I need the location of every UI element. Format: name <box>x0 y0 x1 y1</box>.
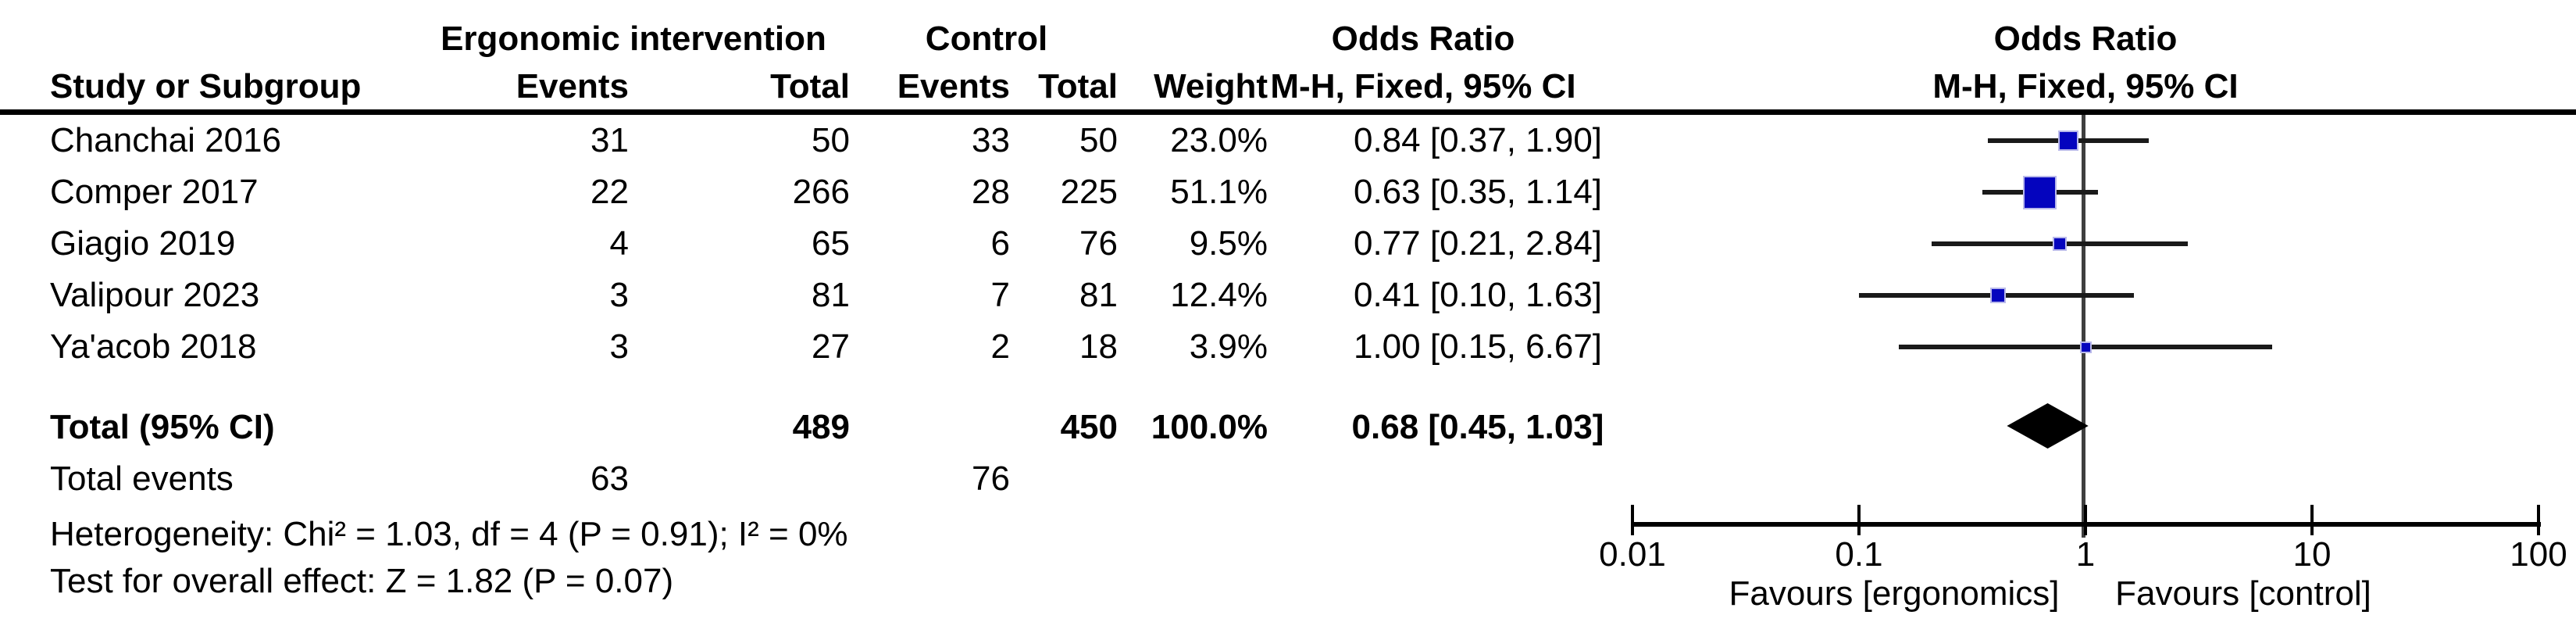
events2-cell: 6 <box>990 224 1010 263</box>
study-name: Ya'acob 2018 <box>50 327 257 366</box>
col-events2-header: Events <box>897 67 1010 105</box>
col-weight-header: Weight <box>1154 67 1268 105</box>
col-total2-header: Total <box>1038 67 1118 105</box>
total1-cell: 81 <box>812 276 850 314</box>
events1-cell: 3 <box>609 327 629 366</box>
study-name: Chanchai 2016 <box>50 121 282 159</box>
total2-cell: 81 <box>1079 276 1118 314</box>
total-events2: 76 <box>972 459 1010 498</box>
col-ci-header: M-H, Fixed, 95% CI <box>1270 67 1576 105</box>
weight-cell: 9.5% <box>1189 224 1268 263</box>
total2-sum: 450 <box>1060 408 1118 446</box>
axis-tick <box>2537 505 2540 535</box>
events1-cell: 31 <box>590 121 629 159</box>
weight-cell: 12.4% <box>1170 276 1268 314</box>
events2-cell: 33 <box>972 121 1010 159</box>
axis-tick <box>2310 505 2314 535</box>
axis-tick-label: 10 <box>2292 535 2332 574</box>
group2-header: Control <box>925 20 1048 58</box>
total-ci: 0.68 [0.45, 1.03] <box>1351 408 1604 446</box>
ci-cell: 1.00 [0.15, 6.67] <box>1353 327 1603 366</box>
total2-cell: 18 <box>1079 327 1118 366</box>
total1-cell: 266 <box>792 173 850 211</box>
group1-header: Ergonomic intervention <box>441 20 826 58</box>
weight-square <box>2060 132 2078 149</box>
weight-cell: 23.0% <box>1170 121 1268 159</box>
summary-diamond <box>2007 403 2089 449</box>
study-name: Valipour 2023 <box>50 276 260 314</box>
total2-cell: 50 <box>1079 121 1118 159</box>
total-events-label: Total events <box>50 459 234 498</box>
favours-right-label: Favours [control] <box>2115 574 2371 613</box>
ci-cell: 0.63 [0.35, 1.14] <box>1353 173 1603 211</box>
col-ci-plot-header: M-H, Fixed, 95% CI <box>1932 67 2239 105</box>
events2-cell: 28 <box>972 173 1010 211</box>
total-events1: 63 <box>590 459 629 498</box>
favours-left-label: Favours [ergonomics] <box>1729 574 2060 613</box>
ci-cell: 0.84 [0.37, 1.90] <box>1353 121 1603 159</box>
weight-square <box>1991 289 2004 302</box>
axis-tick <box>2084 505 2087 535</box>
axis-tick <box>1631 505 1634 535</box>
axis-tick-label: 100 <box>2510 535 2567 574</box>
axis-tick-label: 0.1 <box>1835 535 1883 574</box>
axis-tick <box>1857 505 1861 535</box>
axis-tick-label: 0.01 <box>1599 535 1666 574</box>
weight-cell: 3.9% <box>1189 327 1268 366</box>
events1-cell: 22 <box>590 173 629 211</box>
total1-sum: 489 <box>792 408 850 446</box>
weight-sum: 100.0% <box>1151 408 1268 446</box>
ci-cell: 0.41 [0.10, 1.63] <box>1353 276 1603 314</box>
col-events1-header: Events <box>516 67 629 105</box>
total2-cell: 225 <box>1060 173 1118 211</box>
weight-square <box>2025 177 2056 208</box>
total-row-label: Total (95% CI) <box>50 408 275 446</box>
events1-cell: 4 <box>609 224 629 263</box>
col-total1-header: Total <box>770 67 850 105</box>
total2-cell: 76 <box>1079 224 1118 263</box>
col-study-header: Study or Subgroup <box>50 67 362 105</box>
overall-effect-text: Test for overall effect: Z = 1.82 (P = 0… <box>50 562 674 600</box>
axis-tick-label: 1 <box>2075 535 2096 574</box>
weight-square <box>2054 238 2066 249</box>
weight-square <box>2081 342 2090 352</box>
odds-ratio-plot-header: Odds Ratio <box>1993 20 2178 58</box>
weight-cell: 51.1% <box>1170 173 1268 211</box>
heterogeneity-text: Heterogeneity: Chi² = 1.03, df = 4 (P = … <box>50 515 848 553</box>
header-rule <box>0 109 2576 115</box>
total1-cell: 50 <box>812 121 850 159</box>
study-name: Giagio 2019 <box>50 224 236 263</box>
total1-cell: 27 <box>812 327 850 366</box>
events1-cell: 3 <box>609 276 629 314</box>
ci-cell: 0.77 [0.21, 2.84] <box>1353 224 1603 263</box>
null-effect-line <box>2082 115 2085 538</box>
study-name: Comper 2017 <box>50 173 259 211</box>
odds-ratio-header: Odds Ratio <box>1331 20 1515 58</box>
total1-cell: 65 <box>812 224 850 263</box>
events2-cell: 7 <box>990 276 1010 314</box>
events2-cell: 2 <box>990 327 1010 366</box>
